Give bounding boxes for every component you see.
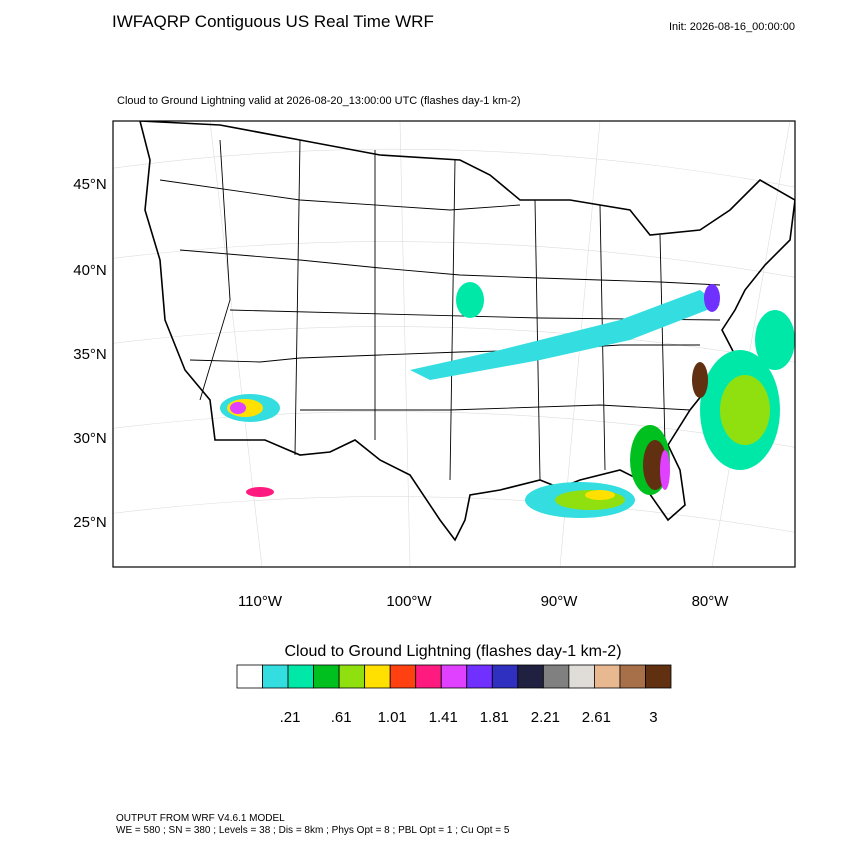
map: 45°N 40°N 35°N 30°N 25°N 110°W 100°W 90°…	[73, 120, 796, 610]
init-time: Init: 2026-08-16_00:00:00	[669, 21, 795, 33]
colorbar-swatch	[287, 664, 314, 689]
lat-label: 45°N	[73, 176, 107, 193]
colorbar-swatch	[364, 664, 391, 689]
title: IWFAQRP Contiguous US Real Time WRF	[112, 12, 434, 31]
lat-label: 30°N	[73, 430, 107, 447]
lon-label: 80°W	[692, 593, 730, 610]
colorbar-swatch	[466, 664, 493, 689]
colorbar-swatch	[415, 664, 442, 689]
lon-label: 110°W	[238, 593, 283, 610]
lat-labels: 45°N 40°N 35°N 30°N 25°N	[73, 176, 107, 531]
colorbar-swatch	[262, 664, 289, 689]
lon-label: 100°W	[386, 593, 432, 610]
colorbar-label: 2.21	[531, 709, 560, 726]
map-subtitle: Cloud to Ground Lightning valid at 2026-…	[117, 95, 521, 107]
colorbar: .21 .61 1.01 1.41 1.81 2.21 2.61 3	[236, 664, 672, 726]
colorbar-label: 1.01	[378, 709, 407, 726]
colorbar-label: 3	[649, 709, 657, 726]
colorbar-swatch	[619, 664, 646, 689]
lon-label: 90°W	[541, 593, 579, 610]
colorbar-label: 1.41	[429, 709, 458, 726]
colorbar-swatch	[389, 664, 417, 689]
colorbar-swatch	[491, 664, 519, 689]
lat-label: 40°N	[73, 262, 107, 279]
colorbar-swatch	[568, 664, 595, 689]
us-outline	[139, 121, 795, 542]
colorbar-swatch	[313, 664, 340, 689]
colorbar-swatch	[440, 664, 468, 689]
colorbar-swatch	[542, 664, 570, 689]
colorbar-label: 1.81	[480, 709, 509, 726]
colorbar-swatch	[236, 664, 263, 689]
colorbar-swatch	[645, 664, 672, 689]
footer-line: OUTPUT FROM WRF V4.6.1 MODEL	[116, 813, 285, 824]
map-frame	[112, 120, 796, 568]
colorbar-label: 2.61	[582, 709, 611, 726]
colorbar-swatch	[338, 664, 366, 689]
colorbar-label: .21	[280, 709, 301, 726]
legend-title: Cloud to Ground Lightning (flashes day-1…	[284, 643, 621, 660]
lon-labels: 110°W 100°W 90°W 80°W	[238, 593, 729, 610]
footer-line: WE = 580 ; SN = 380 ; Levels = 38 ; Dis …	[116, 825, 510, 836]
colorbar-swatch	[594, 664, 621, 689]
lat-label: 25°N	[73, 514, 107, 531]
lightning-areas	[220, 282, 795, 518]
colorbar-swatch	[517, 664, 544, 689]
colorbar-label: .61	[331, 709, 352, 726]
state-lines	[159, 139, 721, 481]
lat-label: 35°N	[73, 346, 107, 363]
